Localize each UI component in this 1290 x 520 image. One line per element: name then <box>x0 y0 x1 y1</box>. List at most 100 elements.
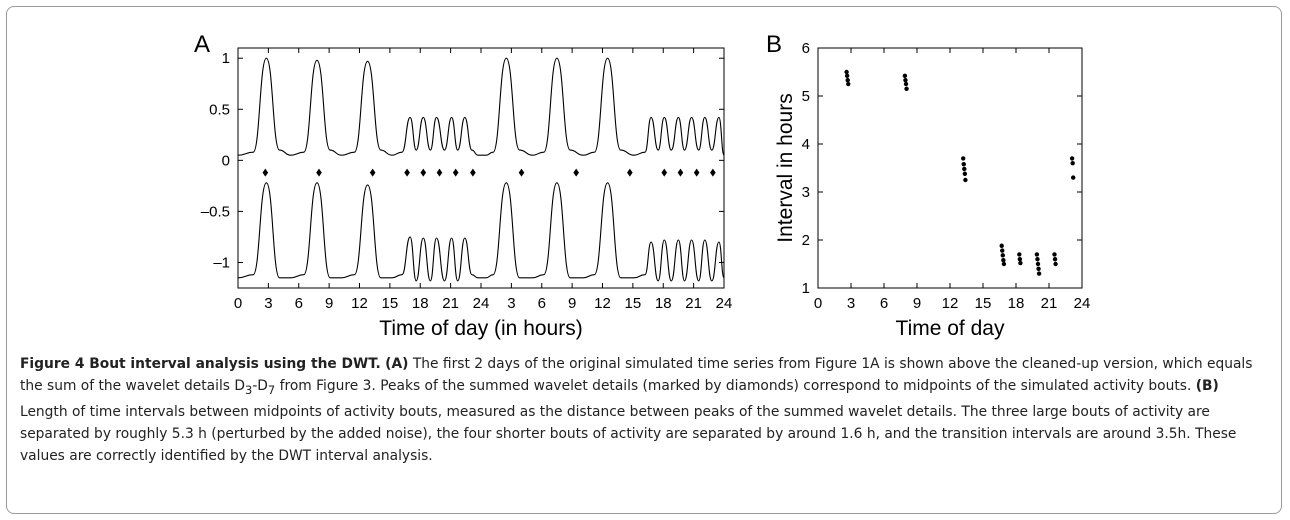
panel-b-ytick-label: 4 <box>802 136 810 153</box>
panel-a-peak-diamond <box>693 168 700 177</box>
caption-a-sub-1: 3 <box>244 382 253 397</box>
panel-b-ytick-label: 5 <box>802 88 810 105</box>
panel-b-data-point <box>903 77 908 83</box>
panel-a-peak-diamond <box>627 168 633 177</box>
panel-b-data-point <box>963 177 968 183</box>
panel-a-xtick-label: 3 <box>264 295 272 312</box>
panel-a-original-series-line <box>237 57 725 156</box>
panel-b-data-point <box>1071 175 1076 180</box>
panel-a-peak-diamond <box>573 168 579 177</box>
panel-b-data-point <box>1053 261 1058 267</box>
panel-b-data-point <box>903 81 909 87</box>
panel-b-xtick-label: 18 <box>1008 295 1025 312</box>
panel-a-plot: 0 3 6 9 12 15 18 21 24 3 6 9 12 15 18 21 24 1 0.5 0 –0.5 –1 <box>201 48 733 312</box>
panel-b-ylabel: Interval in hours <box>774 93 797 242</box>
panel-b-data-point <box>1018 260 1023 266</box>
caption-title: Figure 4 Bout interval analysis using th… <box>20 356 381 372</box>
panel-a-peak-diamond <box>661 168 668 177</box>
panel-b-data-point <box>845 77 850 83</box>
panel-b-data-point <box>902 73 908 79</box>
panel-b-data-point <box>1036 266 1041 271</box>
panel-a-peak-diamond <box>420 168 427 177</box>
panel-a-peak-diamond <box>710 168 716 177</box>
panel-a-xtick-label: 21 <box>685 295 702 312</box>
panel-b-xtick-label: 3 <box>847 295 855 312</box>
panel-a-wavelet-sum-line <box>237 182 725 282</box>
panel-b-data-point <box>1017 252 1022 257</box>
panel-a-xtick-label: 15 <box>382 295 399 312</box>
panel-a-peak-diamond <box>316 168 322 177</box>
panel-a-xtick-label: 12 <box>351 295 368 312</box>
panel-a-ytick-label: 0.5 <box>209 101 230 118</box>
panel-b-data-point <box>1017 257 1023 262</box>
panel-a-xtick-label: 12 <box>594 295 611 312</box>
panel-b-data-point <box>1000 248 1005 253</box>
panel-b-xtick-label: 0 <box>814 295 822 312</box>
panel-b-data-point <box>961 156 966 161</box>
figure-caption: Figure 4 Bout interval analysis using th… <box>20 353 1265 467</box>
caption-b-text: Length of time intervals between midpoin… <box>20 403 1237 464</box>
panel-a-ytick-label: –0.5 <box>201 203 230 220</box>
panel-a-ytick-label: 0 <box>222 152 230 169</box>
panel-b-data-point <box>1070 161 1075 166</box>
panel-a-xtick-label: 15 <box>625 295 642 312</box>
panel-a-xtick-label: 21 <box>442 295 459 312</box>
panel-a-ytick-label: –1 <box>213 254 230 271</box>
caption-a-text-3: from Figure 3. Peaks of the summed wavel… <box>275 378 1192 394</box>
figure-frame <box>6 6 1282 514</box>
caption-a-text-2: -D <box>252 378 268 394</box>
panel-a-xtick-label: 24 <box>473 295 490 312</box>
panel-a-axes <box>237 47 725 289</box>
panel-a-xtick-label: 6 <box>295 295 303 312</box>
panel-b-data-point <box>844 73 850 79</box>
panel-b-data-point <box>1034 252 1040 257</box>
panel-b-data-point <box>962 171 968 176</box>
panel-a-peak-diamond <box>369 168 376 177</box>
caption-a-text-1: The first 2 days of the original simulat… <box>20 356 1253 394</box>
panel-b-axes <box>817 47 1083 289</box>
panel-a-xtick-label: 0 <box>234 295 242 312</box>
caption-a-tag: (A) <box>385 356 409 372</box>
panel-a-xtick-label: 18 <box>655 295 672 312</box>
panel-b-xtick-label: 15 <box>975 295 992 312</box>
panel-a-xlabel: Time of day (in hours) <box>379 317 582 340</box>
panel-a-xtick-label: 9 <box>568 295 576 312</box>
panel-a-peak-diamond <box>452 168 459 177</box>
panel-b-ytick-label: 2 <box>802 232 810 249</box>
caption-b-tag: (B) <box>1195 378 1219 394</box>
panel-b-data-point <box>1001 257 1006 263</box>
panel-b-data-point <box>1069 156 1075 161</box>
panel-b-data-point <box>1035 257 1040 262</box>
panel-b-data-point <box>1036 271 1042 276</box>
panel-b-xtick-label: 9 <box>913 295 921 312</box>
panel-b-data-point <box>962 166 967 172</box>
panel-b-data-point <box>961 161 966 167</box>
panel-a-xtick-label: 24 <box>716 295 733 312</box>
panel-b-data-point <box>1035 261 1041 267</box>
panel-b-data-point <box>844 69 849 75</box>
panel-b-label: B <box>766 31 782 58</box>
panel-a-peak-diamond <box>404 168 410 177</box>
panel-b-data-point <box>1001 261 1007 267</box>
panel-b-xlabel: Time of day <box>896 317 1005 340</box>
panel-a-xtick-label: 9 <box>325 295 333 312</box>
panel-a-xtick-label: 18 <box>412 295 429 312</box>
panel-b-data-point <box>904 86 909 92</box>
panel-b-xtick-label: 24 <box>1074 295 1091 312</box>
panel-b-ytick-label: 3 <box>802 184 810 201</box>
figure-charts: A 0 3 6 9 12 15 18 21 24 3 6 9 12 15 18 21 2410.50–0.5–1… <box>194 31 1091 340</box>
panel-b-data-point <box>846 81 851 87</box>
panel-b-ytick-label: 6 <box>802 40 810 57</box>
panel-a-label: A <box>194 31 210 58</box>
panel-a-peak-diamond <box>262 168 269 177</box>
panel-b-data-point <box>1000 253 1005 258</box>
panel-b-data-point <box>1052 257 1058 262</box>
panel-a-xtick-label: 6 <box>538 295 546 312</box>
panel-a-peak-diamond <box>518 168 525 177</box>
panel-a-xtick-label: 3 <box>507 295 515 312</box>
panel-b-data-point <box>999 243 1004 248</box>
panel-b-ytick-label: 1 <box>802 280 810 297</box>
panel-b-xtick-label: 12 <box>942 295 959 312</box>
panel-a-peak-diamond <box>436 168 443 177</box>
